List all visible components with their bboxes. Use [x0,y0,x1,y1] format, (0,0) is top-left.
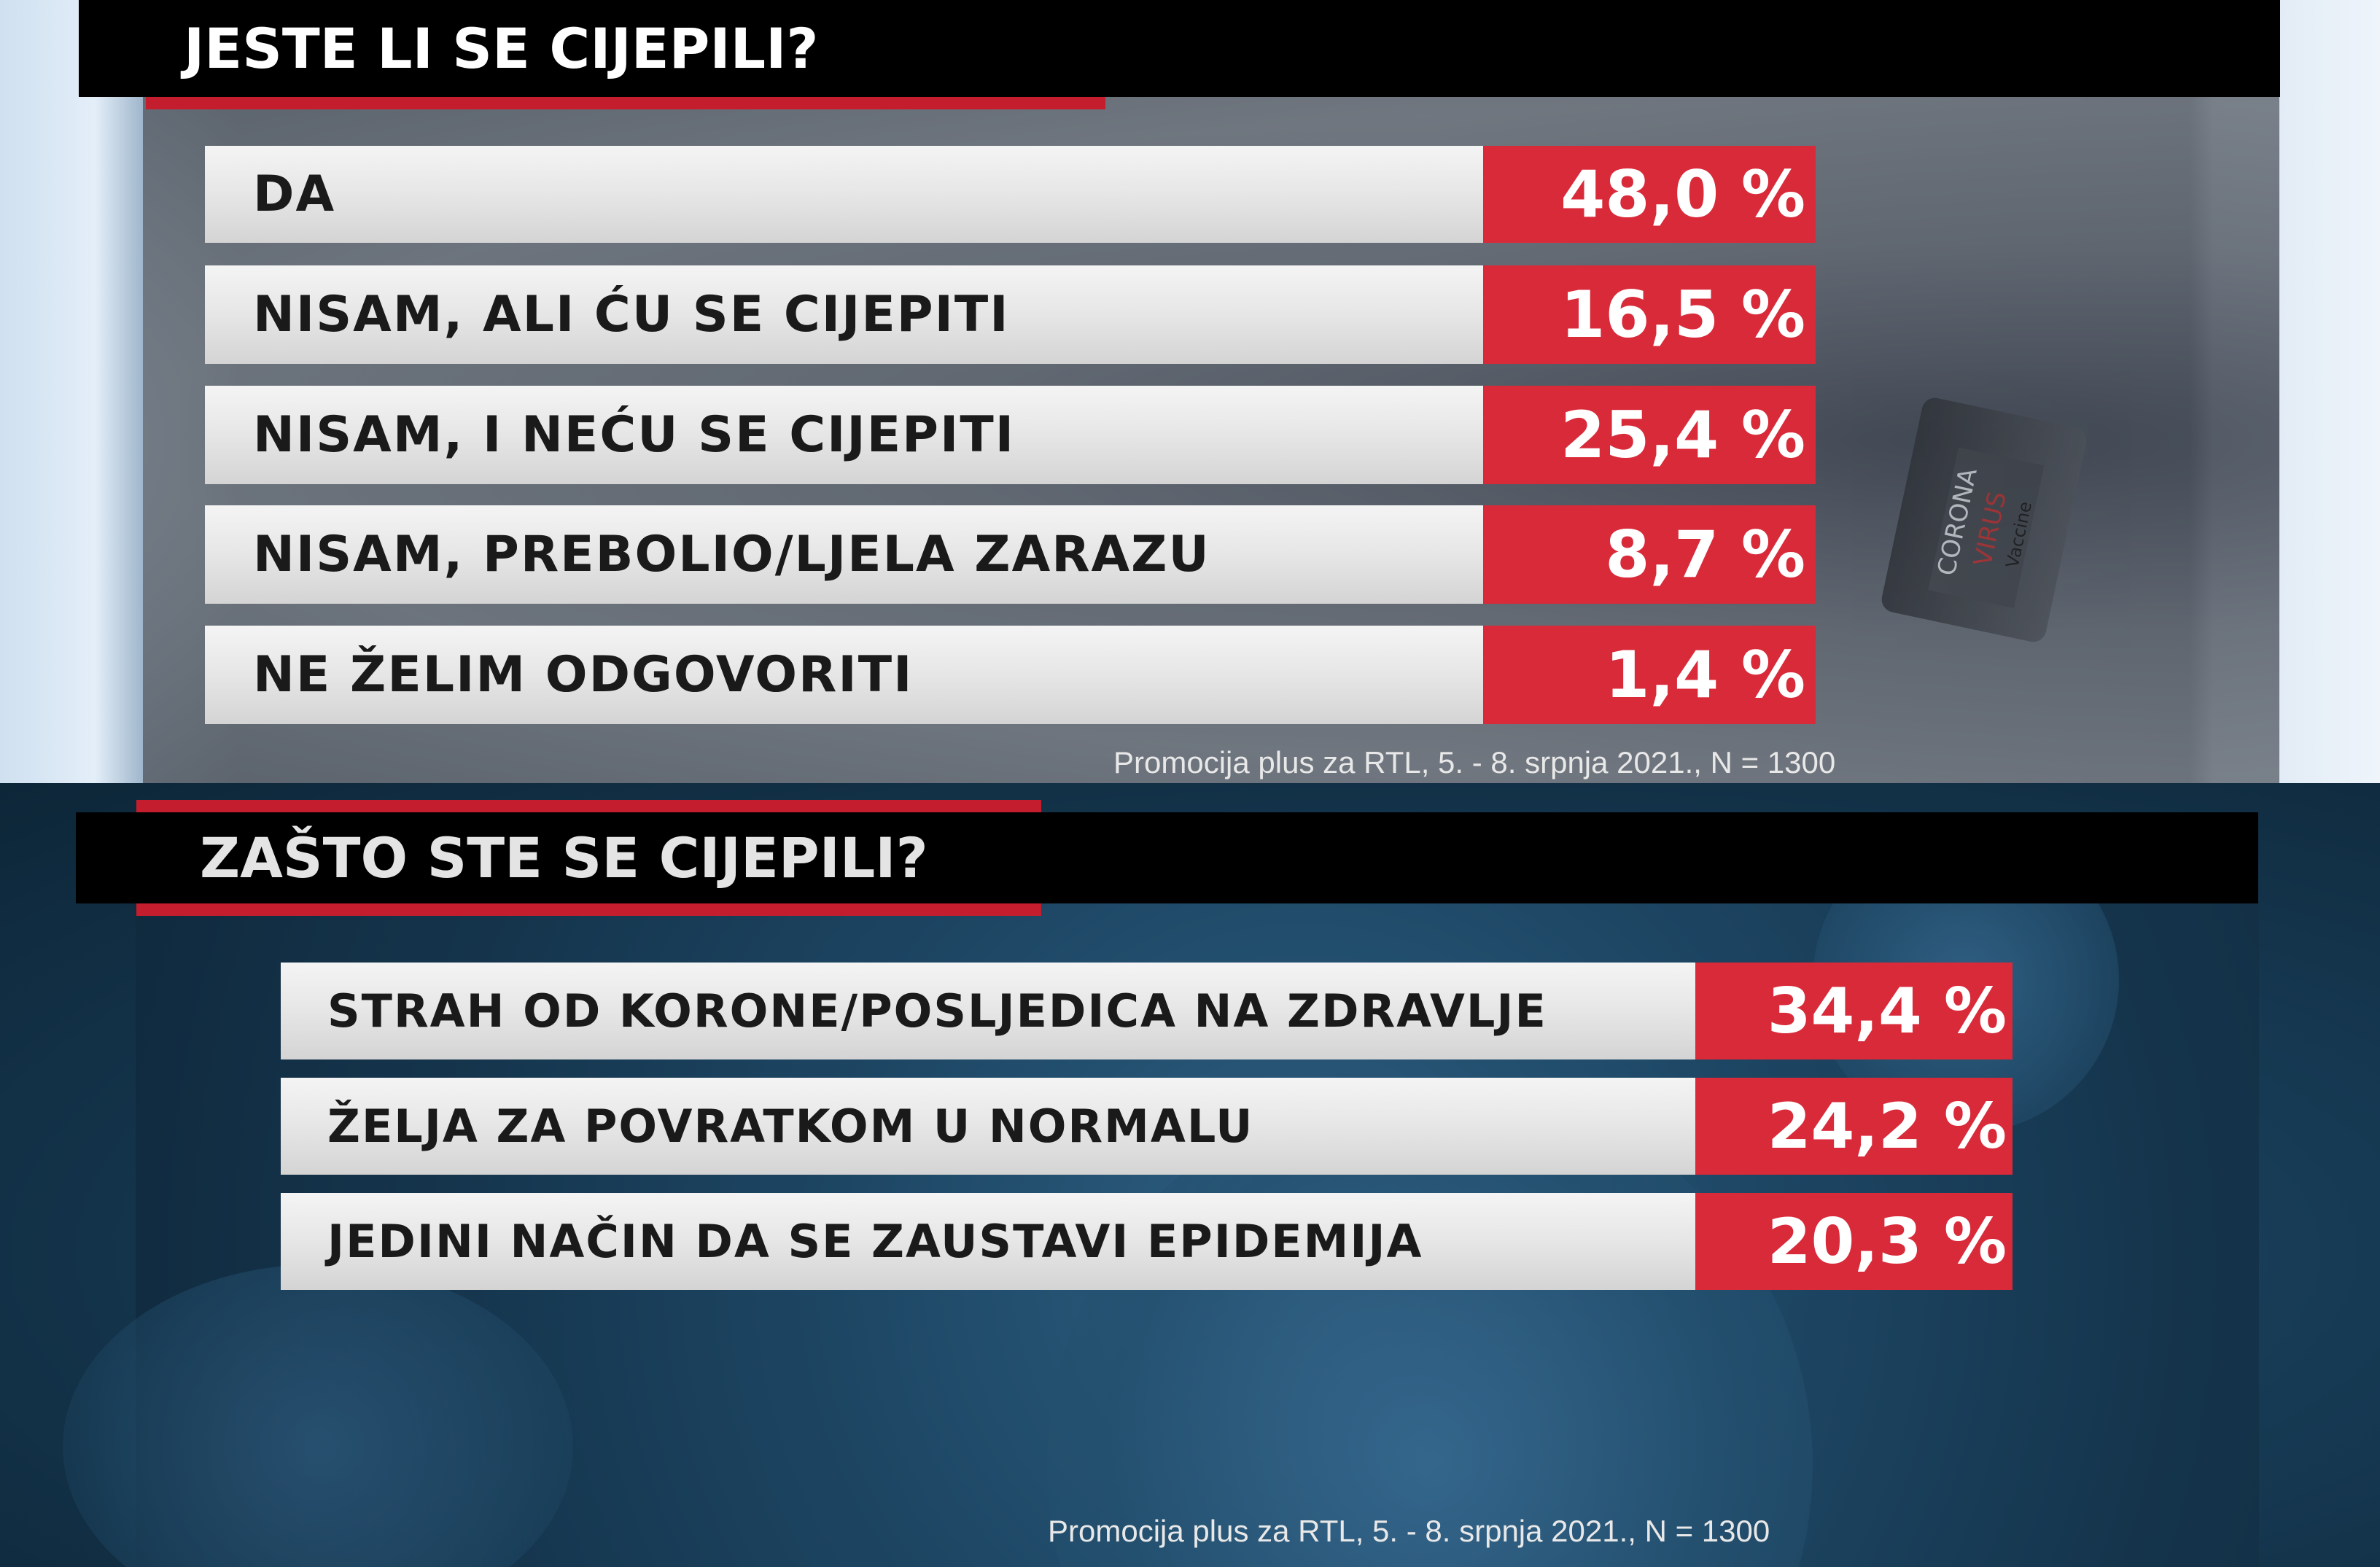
answer-label: NISAM, PREBOLIO/LJELA ZARAZU [205,505,1483,604]
answer-label: NISAM, I NEĆU SE CIJEPITI [205,386,1483,484]
answer-value: 25,4 % [1483,386,1816,484]
answer-value: 8,7 % [1483,505,1816,604]
title-underline [146,97,1105,109]
answer-row: NE ŽELIM ODGOVORITI 1,4 % [205,626,1816,724]
chart-title: JESTE LI SE CIJEPILI? [184,16,819,81]
answer-value: 48,0 % [1483,146,1816,243]
answer-value: 16,5 % [1483,265,1816,364]
vaccine-vial-icon: CORONA VIRUS Vaccine [1879,395,2089,645]
source-note: Promocija plus za RTL, 5. - 8. srpnja 20… [1113,745,1836,779]
chart-title: ZAŠTO STE SE CIJEPILI? [200,825,928,890]
title-bar: JESTE LI SE CIJEPILI? [79,0,2280,97]
virus-particle-icon [63,1264,573,1567]
title-bar: ZAŠTO STE SE CIJEPILI? [76,812,2258,903]
reason-row: STRAH OD KORONE/POSLJEDICA NA ZDRAVLJE 3… [281,963,2012,1059]
poll-panel-reasons: ZAŠTO STE SE CIJEPILI? STRAH OD KORONE/P… [0,783,2380,1567]
title-overline [136,800,1041,812]
reason-row: JEDINI NAČIN DA SE ZAUSTAVI EPIDEMIJA 20… [281,1193,2012,1290]
answer-label: NISAM, ALI ĆU SE CIJEPITI [205,265,1483,364]
answer-value: 1,4 % [1483,626,1816,724]
reason-label: STRAH OD KORONE/POSLJEDICA NA ZDRAVLJE [281,963,1695,1059]
reason-value: 24,2 % [1695,1078,2012,1175]
answer-label: NE ŽELIM ODGOVORITI [205,626,1483,724]
reason-row: ŽELJA ZA POVRATKOM U NORMALU 24,2 % [281,1078,2012,1175]
reason-value: 20,3 % [1695,1193,2012,1290]
poll-panel-vaccinated: CORONA VIRUS Vaccine JESTE LI SE CIJEPIL… [0,0,2380,783]
answer-row: NISAM, I NEĆU SE CIJEPITI 25,4 % [205,386,1816,484]
source-note: Promocija plus za RTL, 5. - 8. srpnja 20… [1048,1514,1770,1548]
answer-row: DA 48,0 % [205,146,1816,243]
title-underline [136,903,1041,916]
answer-row: NISAM, PREBOLIO/LJELA ZARAZU 8,7 % [205,505,1816,604]
reason-label: JEDINI NAČIN DA SE ZAUSTAVI EPIDEMIJA [281,1193,1695,1290]
reason-label: ŽELJA ZA POVRATKOM U NORMALU [281,1078,1695,1175]
answer-row: NISAM, ALI ĆU SE CIJEPITI 16,5 % [205,265,1816,364]
answer-label: DA [205,146,1483,243]
reason-value: 34,4 % [1695,963,2012,1059]
